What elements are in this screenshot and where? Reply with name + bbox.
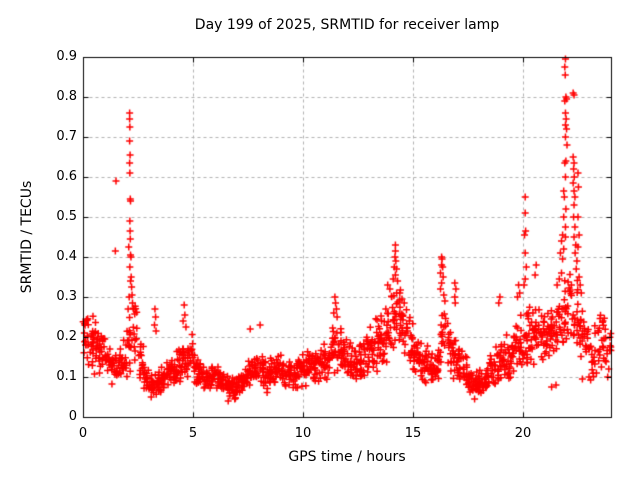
y-axis-label: SRMTID / TECUs: [19, 180, 35, 294]
y-tick-label: 0.2: [56, 329, 77, 344]
x-tick-label: 5: [188, 426, 198, 441]
y-tick-label: 0.6: [56, 169, 77, 184]
y-tick-label: 0.3: [56, 289, 77, 304]
x-tick-label: 15: [404, 426, 422, 441]
y-tick-label: 0.8: [56, 89, 77, 104]
y-tick-label: 0.5: [56, 209, 77, 224]
y-tick-label: 0: [68, 409, 77, 424]
x-tick-label: 10: [294, 426, 312, 441]
x-tick-label: 20: [514, 426, 532, 441]
y-tick-label: 0.7: [56, 129, 77, 144]
y-tick-label: 0.4: [56, 249, 77, 264]
y-tick-label: 0.1: [56, 369, 77, 384]
x-axis-label: GPS time / hours: [288, 449, 406, 465]
chart-title: Day 199 of 2025, SRMTID for receiver lam…: [194, 17, 500, 33]
x-tick-label: 0: [78, 426, 88, 441]
y-tick-label: 0.9: [56, 49, 77, 64]
